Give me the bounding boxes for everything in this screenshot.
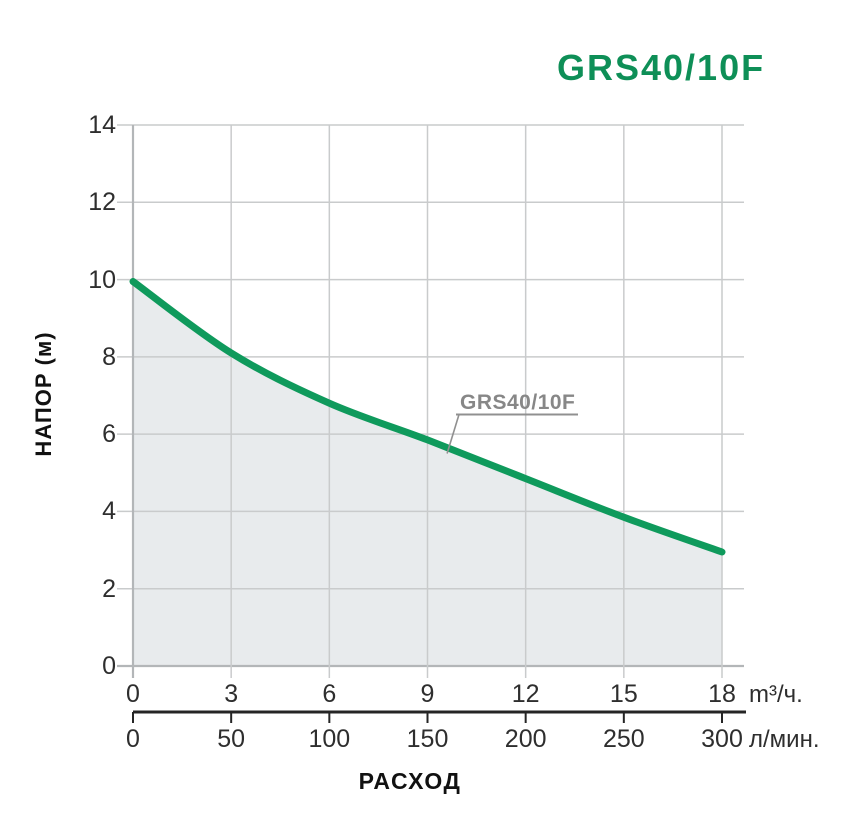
secondary-axis-unit-label: л/мин. [749,726,820,753]
x-tick-label-secondary: 300 [701,725,743,753]
y-tick-label: 0 [102,652,116,680]
chart-title: GRS40/10F [557,47,766,88]
annotation-leader-line [446,414,460,454]
primary-axis-unit-label: m³/ч. [749,681,803,708]
y-tick-label: 2 [102,574,116,603]
x-tick-label-secondary: 250 [602,725,645,753]
x-tick-label-primary: 0 [126,680,140,708]
x-tick-label-secondary: 50 [217,725,246,753]
y-tick-label: 6 [102,420,116,449]
x-tick-label-primary: 3 [224,680,239,708]
x-tick-label-primary: 12 [511,680,540,708]
x-tick-label-primary: 6 [322,680,337,708]
x-tick-label-secondary: 0 [126,725,140,753]
x-axis-title: РАСХОД [358,768,462,794]
x-tick-label-secondary: 100 [308,725,351,753]
x-tick-label-primary: 9 [420,680,435,708]
pump-curve-line [129,278,726,556]
x-tick-label-primary: 15 [609,680,638,708]
y-tick-label: 12 [88,188,116,217]
y-axis-title: НАПОР (м) [31,331,56,457]
x-tick-label-secondary: 150 [406,725,449,753]
x-tick-label-secondary: 200 [504,725,547,753]
y-tick-label: 14 [88,111,116,139]
curve-annotation-label: GRS40/10F [460,391,576,414]
y-tick-label: 10 [88,265,116,294]
y-tick-label: 8 [102,342,116,371]
y-tick-label: 4 [102,497,116,526]
x-tick-label-primary: 18 [708,680,736,708]
